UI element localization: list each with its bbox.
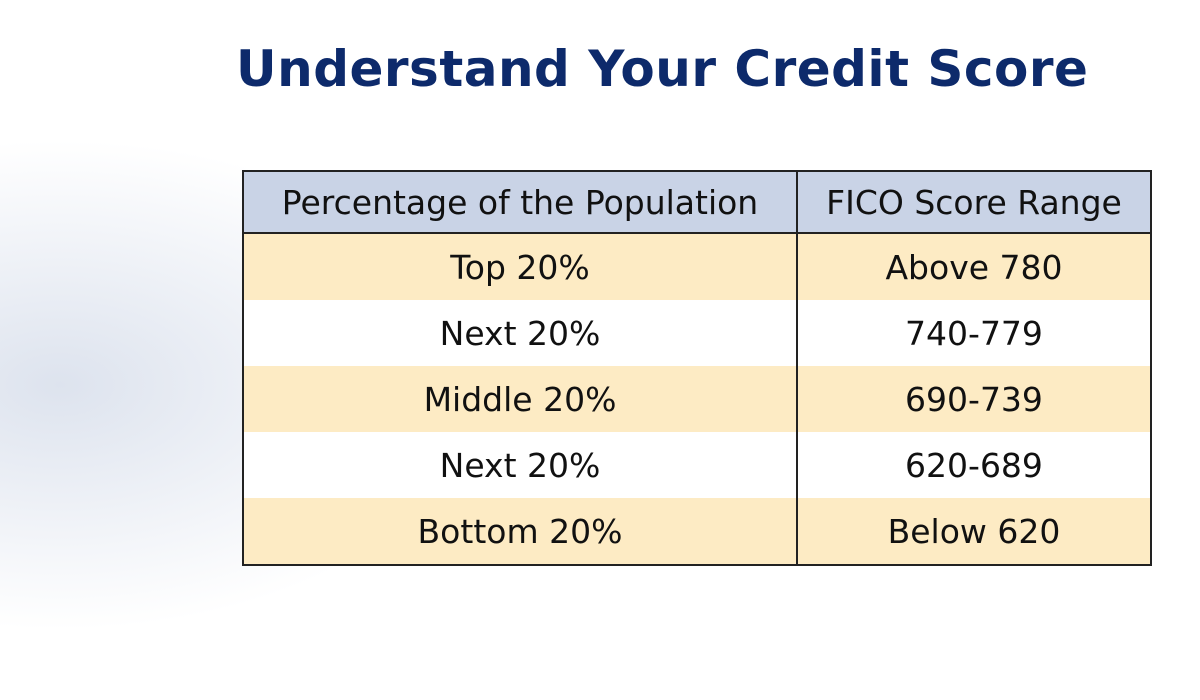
table-body: Top 20% Above 780 Next 20% 740-779 Middle 20… <box>242 233 1152 565</box>
table-cell: Next 20% <box>242 300 798 366</box>
table-row: Next 20% 620-689 <box>242 432 1152 498</box>
table-cell: Top 20% <box>242 233 798 300</box>
title: Understand Your Credit Score <box>236 40 1089 98</box>
table-cell: Bottom 20% <box>242 498 798 565</box>
table-cell: Above 780 <box>796 233 1152 300</box>
column-header: Percentage of the Population <box>242 170 798 234</box>
table-row: Bottom 20% Below 620 <box>242 498 1152 565</box>
table-row: Middle 20% 690-739 <box>242 366 1152 432</box>
table-cell: 740-779 <box>796 300 1152 366</box>
column-header: FICO Score Range <box>796 170 1152 234</box>
table-cell: 620-689 <box>796 432 1152 498</box>
table-cell: Next 20% <box>242 432 798 498</box>
table-cell: 690-739 <box>796 366 1152 432</box>
header-row: Percentage of the Population FICO Score R… <box>242 170 1152 234</box>
table-row: Top 20% Above 780 <box>242 233 1152 300</box>
table-row: Next 20% 740-779 <box>242 300 1152 366</box>
score-table: Percentage of the Population FICO Score R… <box>242 170 1152 566</box>
table-cell: Middle 20% <box>242 366 798 432</box>
table-cell: Below 620 <box>796 498 1152 565</box>
